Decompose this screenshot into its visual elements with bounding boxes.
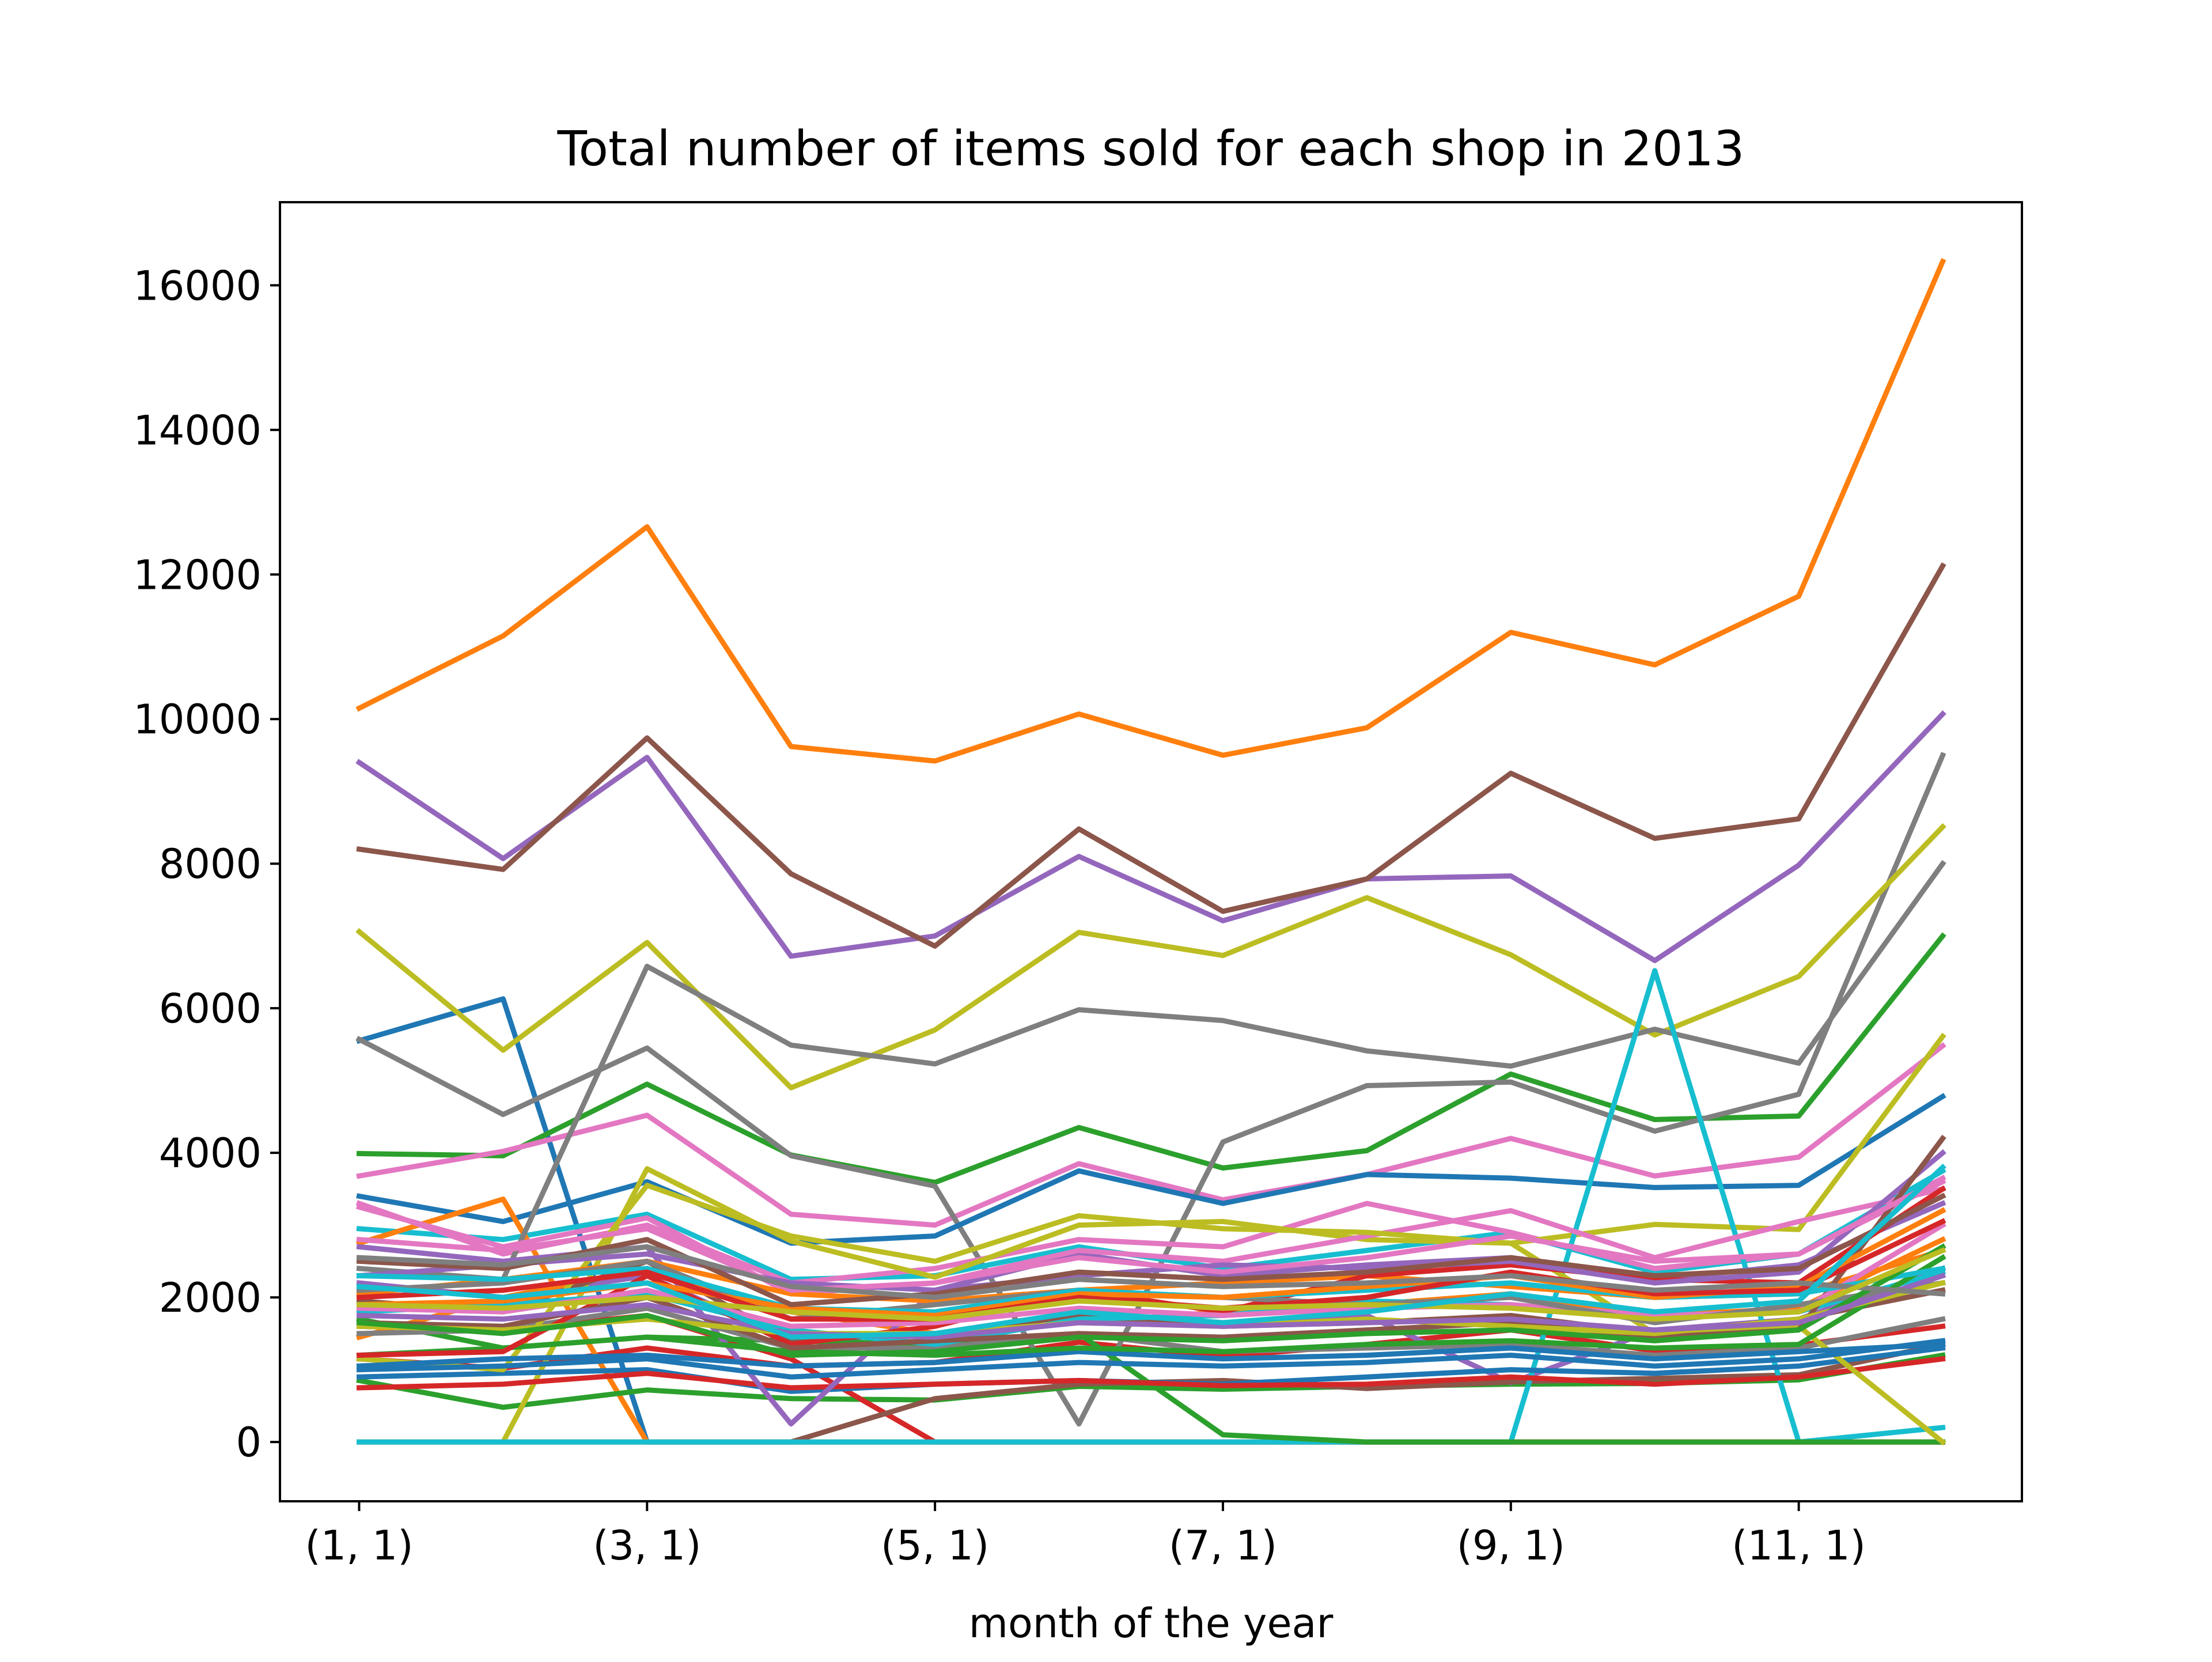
series-line-35 xyxy=(356,1149,1946,1293)
x-tick-label: (5, 1) xyxy=(881,1522,989,1569)
series-line-18 xyxy=(356,860,1946,1282)
y-tick-label: 8000 xyxy=(159,841,262,888)
x-tick-label: (7, 1) xyxy=(1169,1522,1277,1569)
series-line-9 xyxy=(355,823,1946,1091)
series-line-31 xyxy=(356,1341,1946,1369)
x-tick-label: (3, 1) xyxy=(593,1522,701,1569)
y-tick-label: 14000 xyxy=(133,407,262,454)
y-tick-label: 4000 xyxy=(159,1130,262,1177)
series-line-7 xyxy=(356,1042,1946,1228)
series-line-2 xyxy=(355,258,1946,764)
y-tick-label: 16000 xyxy=(133,262,262,309)
series-line-6 xyxy=(356,562,1946,949)
y-tick-label: 6000 xyxy=(159,985,262,1032)
series-line-20 xyxy=(357,968,1946,1445)
y-tick-label: 0 xyxy=(236,1419,262,1466)
y-tick-label: 2000 xyxy=(159,1274,262,1322)
plot-area-frame xyxy=(279,201,2023,1502)
series-line-48 xyxy=(356,1244,1946,1300)
series-line-24 xyxy=(356,1356,1946,1391)
series-line-33 xyxy=(356,1254,1946,1358)
series-line-41 xyxy=(356,1338,1946,1380)
chart-title: Total number of items sold for each shop… xyxy=(557,120,1745,177)
x-tick-label: (11, 1) xyxy=(1732,1522,1866,1569)
x-tick-label: (9, 1) xyxy=(1457,1522,1565,1569)
x-tick-label: (1, 1) xyxy=(305,1522,413,1569)
series-line-5 xyxy=(355,710,1946,963)
x-axis-label: month of the year xyxy=(969,1600,1334,1647)
series-line-47 xyxy=(356,1175,1946,1293)
series-lines xyxy=(355,258,1946,1446)
series-line-46 xyxy=(356,1192,1946,1308)
series-line-3 xyxy=(356,932,1946,1186)
y-axis: 0 2000 4000 6000 8000 10000 12000 14000 16000 xyxy=(133,262,280,1466)
series-line-49 xyxy=(356,1247,1946,1322)
y-tick-label: 12000 xyxy=(133,551,262,599)
series-line-43 xyxy=(356,1243,1946,1358)
series-line-50 xyxy=(356,1163,1946,1340)
series-line-45 xyxy=(356,1272,1946,1340)
y-tick-label: 10000 xyxy=(133,696,262,743)
x-axis: (1, 1) (3, 1) (5, 1) (7, 1) (9, 1) (11, 1) xyxy=(305,1501,1866,1569)
series-line-37 xyxy=(356,1221,1946,1329)
series-line-28 xyxy=(356,1305,1946,1358)
series-line-27 xyxy=(355,1186,1946,1297)
series-line-11 xyxy=(356,1093,1946,1246)
series-line-36 xyxy=(356,1134,1946,1351)
